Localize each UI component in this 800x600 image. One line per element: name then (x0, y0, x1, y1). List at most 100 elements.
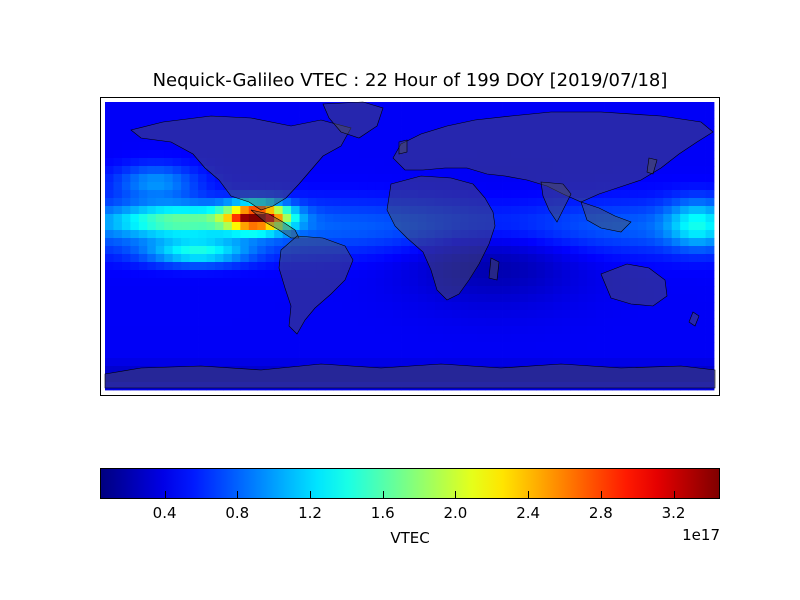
vtec-cell (164, 358, 174, 367)
vtec-cell (570, 246, 580, 255)
vtec-cell (688, 166, 698, 175)
vtec-cell (637, 334, 647, 343)
vtec-cell (451, 158, 461, 167)
vtec-cell (544, 310, 554, 319)
vtec-cell (519, 382, 529, 391)
vtec-cell (443, 270, 453, 279)
vtec-cell (612, 318, 622, 327)
vtec-cell (333, 198, 343, 207)
vtec-cell (181, 310, 190, 319)
vtec-cell (257, 350, 267, 359)
vtec-cell (316, 350, 326, 359)
vtec-cell (604, 318, 613, 327)
vtec-cell (629, 366, 639, 375)
vtec-cell (257, 382, 267, 391)
vtec-cell (451, 102, 461, 111)
vtec-cell (637, 190, 647, 199)
vtec-cell (443, 262, 453, 271)
vtec-cell (223, 182, 233, 191)
vtec-cell (121, 214, 131, 223)
vtec-cell (375, 262, 385, 271)
vtec-cell (519, 366, 529, 375)
vtec-cell (460, 198, 470, 207)
vtec-cell (417, 150, 427, 159)
vtec-cell (248, 102, 258, 111)
vtec-cell (417, 214, 427, 223)
vtec-cell (240, 286, 250, 295)
vtec-cell (443, 182, 453, 191)
vtec-cell (519, 246, 529, 255)
vtec-cell (333, 102, 343, 111)
vtec-cell (299, 366, 309, 375)
vtec-cell (485, 174, 495, 183)
vtec-cell (561, 158, 571, 167)
vtec-cell (578, 214, 588, 223)
vtec-cell (384, 326, 393, 335)
vtec-cell (570, 350, 580, 359)
vtec-cell (333, 110, 343, 119)
vtec-cell (570, 318, 580, 327)
vtec-cell (434, 302, 444, 311)
vtec-cell (181, 206, 190, 215)
vtec-cell (502, 182, 512, 191)
vtec-cell (595, 190, 605, 199)
vtec-cell (595, 374, 605, 383)
vtec-cell (172, 190, 182, 199)
vtec-cell (604, 358, 613, 367)
vtec-cell (358, 190, 368, 199)
vtec-cell (155, 246, 165, 255)
vtec-cell (460, 166, 470, 175)
vtec-cell (680, 198, 690, 207)
vtec-cell (257, 222, 267, 231)
vtec-cell (198, 110, 207, 119)
vtec-cell (401, 102, 410, 111)
vtec-cell (121, 150, 131, 159)
vtec-cell (570, 366, 580, 375)
vtec-cell (257, 262, 267, 271)
vtec-cell (231, 374, 241, 383)
vtec-cell (257, 358, 267, 367)
vtec-cell (578, 342, 588, 351)
vtec-cell (688, 254, 698, 263)
vtec-cell (409, 334, 419, 343)
vtec-cell (105, 150, 114, 159)
vtec-cell (663, 110, 673, 119)
vtec-cell (214, 358, 224, 367)
vtec-cell (172, 142, 182, 151)
vtec-cell (105, 358, 114, 367)
vtec-cell (409, 262, 419, 271)
vtec-cell (612, 198, 622, 207)
vtec-cell (206, 126, 216, 135)
vtec-cell (113, 166, 123, 175)
vtec-cell (553, 262, 563, 271)
vtec-cell (688, 246, 698, 255)
vtec-cell (392, 286, 402, 295)
vtec-cell (384, 198, 393, 207)
vtec-cell (198, 126, 207, 135)
vtec-cell (688, 318, 698, 327)
vtec-cell (654, 318, 664, 327)
vtec-cell (671, 366, 681, 375)
colorbar-tick-label: 0.8 (225, 504, 250, 522)
vtec-cell (147, 310, 157, 319)
vtec-cell (121, 302, 131, 311)
colorbar-tick-label: 0.4 (152, 504, 177, 522)
vtec-cell (511, 190, 520, 199)
vtec-cell (485, 206, 495, 215)
vtec-cell (409, 374, 419, 383)
vtec-cell (646, 182, 656, 191)
vtec-cell (587, 350, 596, 359)
vtec-cell (189, 326, 199, 335)
vtec-cell (147, 286, 157, 295)
vtec-cell (324, 158, 334, 167)
vtec-cell (671, 174, 681, 183)
vtec-cell (265, 110, 275, 119)
vtec-cell (511, 302, 520, 311)
vtec-cell (494, 182, 503, 191)
vtec-cell (477, 358, 487, 367)
vtec-cell (434, 254, 444, 263)
vtec-cell (680, 118, 690, 127)
vtec-cell (654, 310, 664, 319)
vtec-cell (654, 182, 664, 191)
vtec-cell (274, 214, 284, 223)
